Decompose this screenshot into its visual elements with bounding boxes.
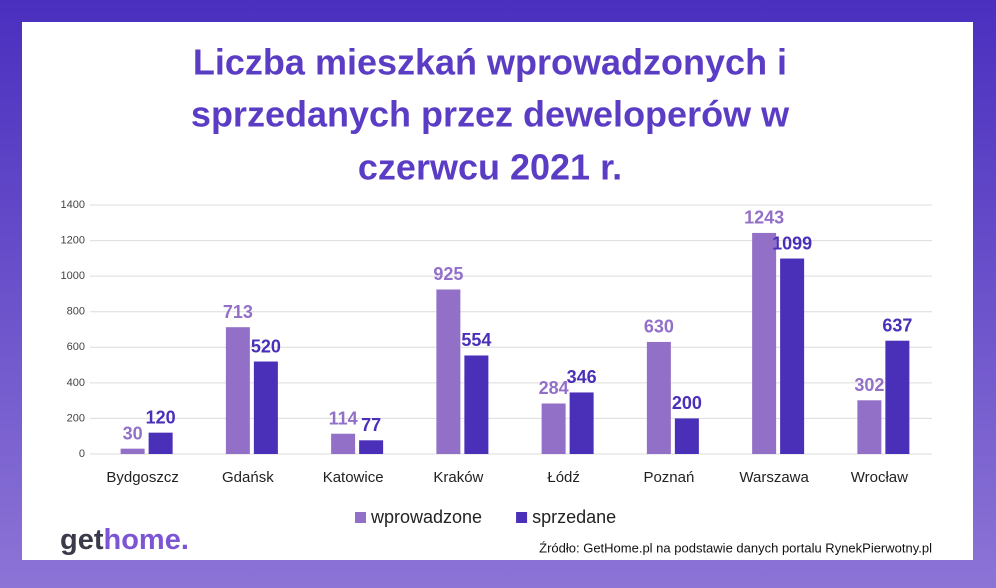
y-tick-label: 200 [67, 412, 85, 424]
logo-part: home. [104, 524, 189, 556]
data-label: 554 [461, 330, 491, 350]
x-tick-label: Poznań [643, 469, 694, 486]
y-tick-label: 1400 [61, 199, 85, 211]
bar [885, 340, 910, 454]
legend-label: sprzedane [532, 507, 616, 527]
chart-title: sprzedanych przez deweloperów w [191, 94, 790, 135]
bar [674, 418, 699, 454]
panel [22, 22, 973, 560]
data-label: 1243 [744, 208, 784, 228]
bar [541, 403, 566, 454]
legend-label: wprowadzone [370, 507, 482, 527]
data-label: 30 [123, 423, 143, 443]
y-tick-label: 1200 [61, 234, 85, 246]
y-tick-label: 800 [67, 306, 85, 318]
legend-swatch [355, 512, 366, 523]
data-label: 713 [223, 302, 253, 322]
chart-title: czerwcu 2021 r. [358, 147, 622, 188]
x-tick-label: Warszawa [739, 469, 809, 486]
bar [464, 355, 489, 454]
bar [225, 327, 250, 454]
x-tick-label: Wrocław [851, 469, 908, 486]
x-tick-label: Kraków [433, 469, 483, 486]
x-tick-label: Bydgoszcz [106, 469, 179, 486]
x-tick-label: Katowice [323, 469, 384, 486]
source: Źródło: GetHome.pl na podstawie danych p… [539, 540, 932, 555]
bar [569, 392, 594, 454]
logo: gethome. [60, 524, 189, 556]
bar [359, 440, 384, 454]
data-label: 520 [251, 336, 281, 356]
data-label: 120 [146, 407, 176, 427]
y-tick-label: 600 [67, 341, 85, 353]
legend-swatch [516, 512, 528, 523]
bar [120, 448, 145, 454]
data-label: 346 [567, 367, 597, 387]
data-label: 637 [882, 315, 912, 335]
data-label: 77 [361, 415, 381, 435]
data-label: 114 [329, 408, 358, 428]
bar [857, 400, 882, 454]
x-tick-label: Gdańsk [222, 469, 274, 486]
y-tick-label: 400 [67, 377, 85, 389]
y-tick-label: 1000 [61, 270, 85, 282]
bar [646, 341, 671, 454]
data-label: 630 [644, 317, 674, 337]
x-tick-label: Łódź [547, 469, 580, 486]
bar [253, 361, 278, 454]
bar [148, 432, 173, 454]
y-tick-label: 0 [79, 448, 85, 460]
bar [436, 289, 461, 454]
data-label: 1099 [772, 233, 812, 253]
data-label: 302 [854, 375, 884, 395]
data-label: 200 [672, 393, 702, 413]
data-label: 925 [433, 264, 463, 284]
logo-part: get [60, 524, 104, 556]
data-label: 284 [539, 378, 569, 398]
bar [780, 258, 805, 454]
chart-title: Liczba mieszkań wprowadzonych i [193, 42, 787, 83]
bar [331, 433, 356, 454]
bar [752, 232, 777, 454]
